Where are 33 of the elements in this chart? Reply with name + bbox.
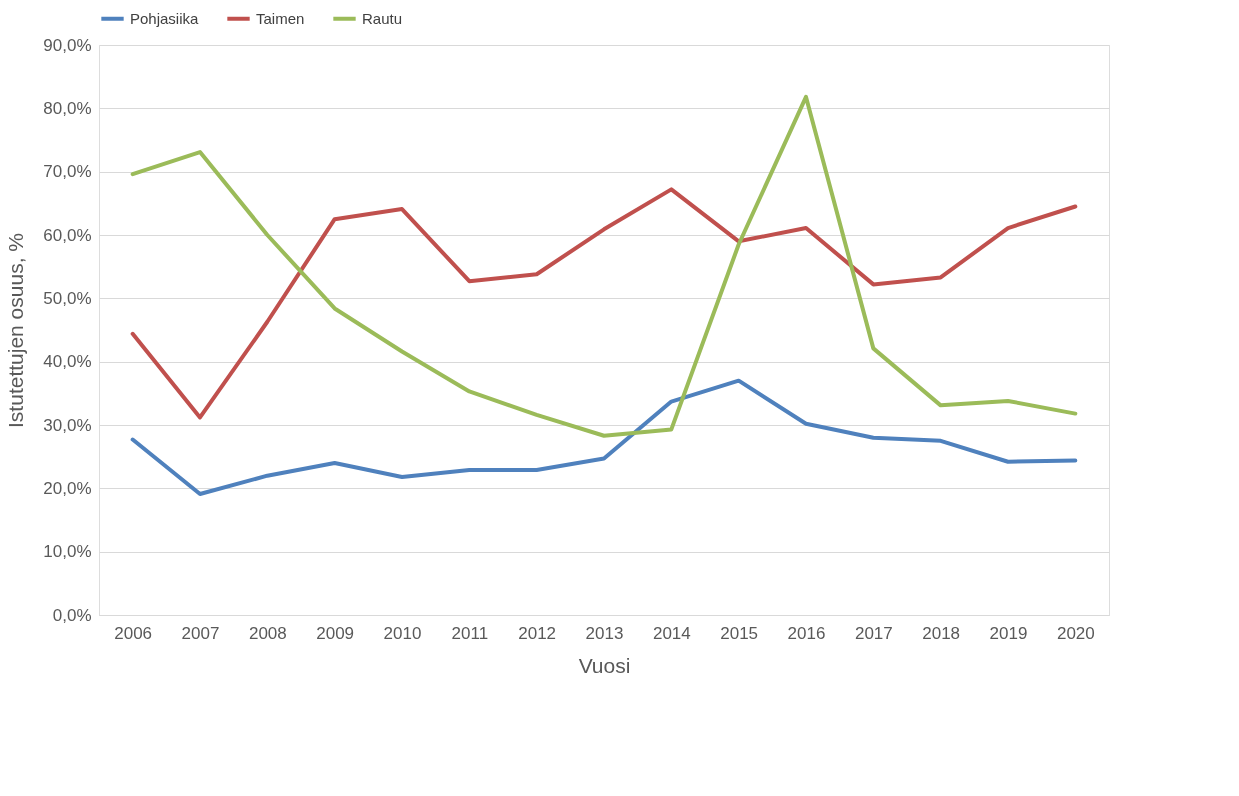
y-tick-label: 90,0% [43,35,92,55]
y-tick-label: 60,0% [43,225,92,245]
x-tick-label: 2008 [248,623,287,643]
x-tick-label: 2011 [451,623,489,643]
x-axis-title: Vuosi [578,653,631,677]
line-series [130,187,1078,420]
x-tick-label: 2009 [316,623,355,643]
legend-label: Rautu [362,9,403,27]
line-series [130,378,1078,497]
x-tick-label: 2019 [989,623,1028,643]
legend-label: Taimen [256,9,305,27]
y-tick-label: 50,0% [43,288,92,308]
x-tick-label: 2020 [1056,623,1095,643]
x-tick-label: 2010 [383,623,422,643]
legend-label: Pohjasiika [130,9,200,27]
y-tick-label: 0,0% [52,605,92,625]
x-tick-label: 2015 [720,623,759,643]
x-tick-label: 2017 [854,623,893,643]
y-tick-label: 80,0% [43,98,92,118]
y-tick-label: 20,0% [43,478,92,498]
line-series [130,94,1078,438]
y-tick-label: 40,0% [43,352,92,372]
x-tick-label: 2012 [518,623,557,643]
x-tick-label: 2007 [181,623,220,643]
x-tick-label: 2016 [787,623,826,643]
x-tick-label: 2014 [652,623,691,643]
y-tick-label: 10,0% [43,542,92,562]
x-tick-label: 2013 [585,623,624,643]
y-tick-label: 70,0% [43,162,92,182]
y-tick-label: 30,0% [43,415,92,435]
x-tick-label: 2018 [922,623,961,643]
y-axis-title: Istutettujen osuus, % [4,233,28,428]
x-tick-label: 2006 [114,623,153,643]
